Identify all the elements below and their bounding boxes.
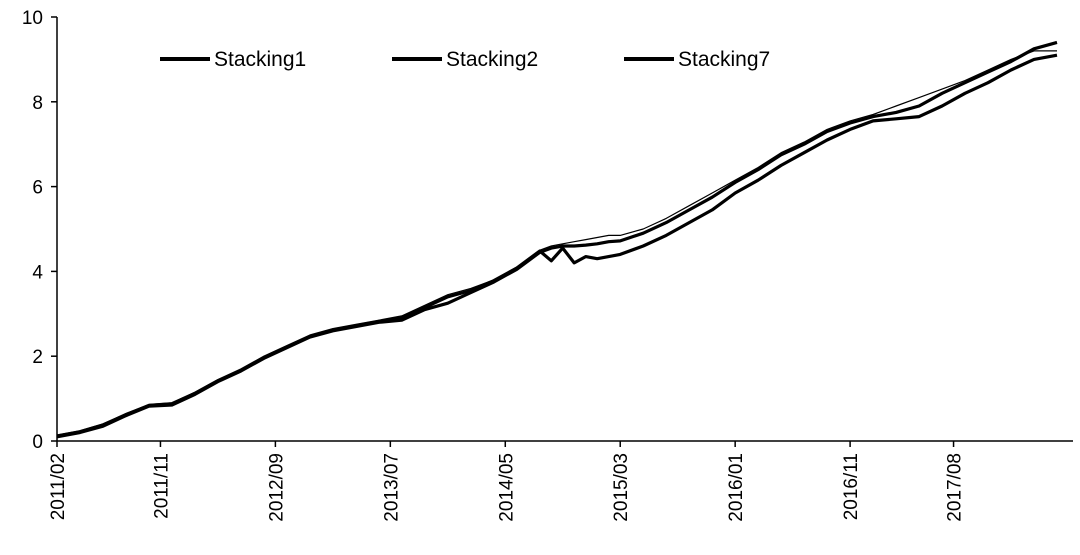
legend-label: Stacking2 xyxy=(446,48,538,71)
series-layer xyxy=(56,40,1058,439)
x-tick-label: 2013/07 xyxy=(381,453,402,522)
y-tick-label: 0 xyxy=(32,432,43,453)
series-line-stacking7 xyxy=(56,50,1057,436)
x-tick-label: 2016/01 xyxy=(726,453,747,522)
y-tick-label: 4 xyxy=(32,262,43,283)
x-ticks: 2011/02 2011/11 2012/09 2013/07 2014/05 2015/… xyxy=(48,441,966,522)
x-tick-label: 2012/09 xyxy=(266,453,287,522)
legend: Stacking1 Stacking2 Stacking7 xyxy=(160,48,770,71)
x-tick-label: 2017/08 xyxy=(945,453,966,522)
x-tick-label: 2011/02 xyxy=(48,453,69,520)
y-tick-label: 2 xyxy=(32,347,43,368)
legend-label: Stacking1 xyxy=(214,48,306,71)
x-tick-label: 2016/11 xyxy=(841,453,862,520)
y-ticks: 0 2 4 6 8 10 xyxy=(22,8,57,453)
y-tick-label: 8 xyxy=(32,93,43,114)
axes: 0 2 4 6 8 10 2011/02 2011/11 2012/09 2013/07 2014… xyxy=(22,8,1073,522)
x-tick-label: 2011/11 xyxy=(151,453,172,519)
legend-label: Stacking7 xyxy=(678,48,770,71)
y-tick-label: 10 xyxy=(22,8,43,29)
series-line-stacking2 xyxy=(56,53,1058,438)
y-tick-label: 6 xyxy=(32,178,43,199)
x-tick-label: 2014/05 xyxy=(496,453,517,522)
x-tick-label: 2015/03 xyxy=(611,453,632,522)
